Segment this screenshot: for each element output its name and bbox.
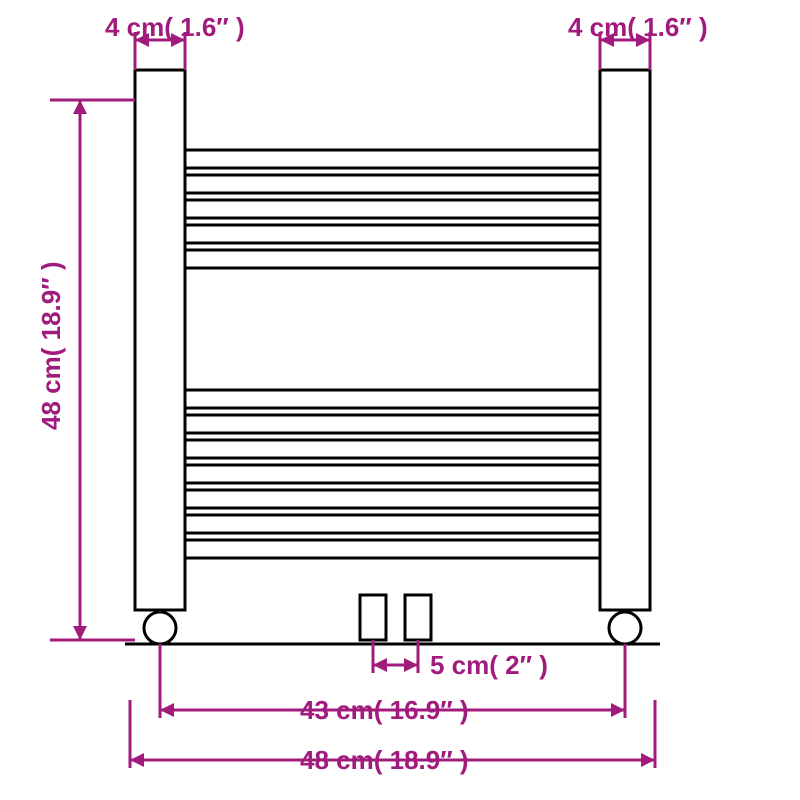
- dimension-diagram: 4 cm( 1.6″ ) 4 cm( 1.6″ ) 48 cm( 18.9″ )…: [0, 0, 800, 800]
- dim-label-height: 48 cm( 18.9″ ): [36, 261, 67, 430]
- dim-label-outer-width: 48 cm( 18.9″ ): [300, 745, 469, 776]
- dim-label-center-gap: 5 cm( 2″ ): [430, 650, 548, 681]
- dim-label-top-left: 4 cm( 1.6″ ): [105, 12, 245, 43]
- diagram-svg: [0, 0, 800, 800]
- dim-label-inner-width: 43 cm( 16.9″ ): [300, 695, 469, 726]
- dim-label-top-right: 4 cm( 1.6″ ): [568, 12, 708, 43]
